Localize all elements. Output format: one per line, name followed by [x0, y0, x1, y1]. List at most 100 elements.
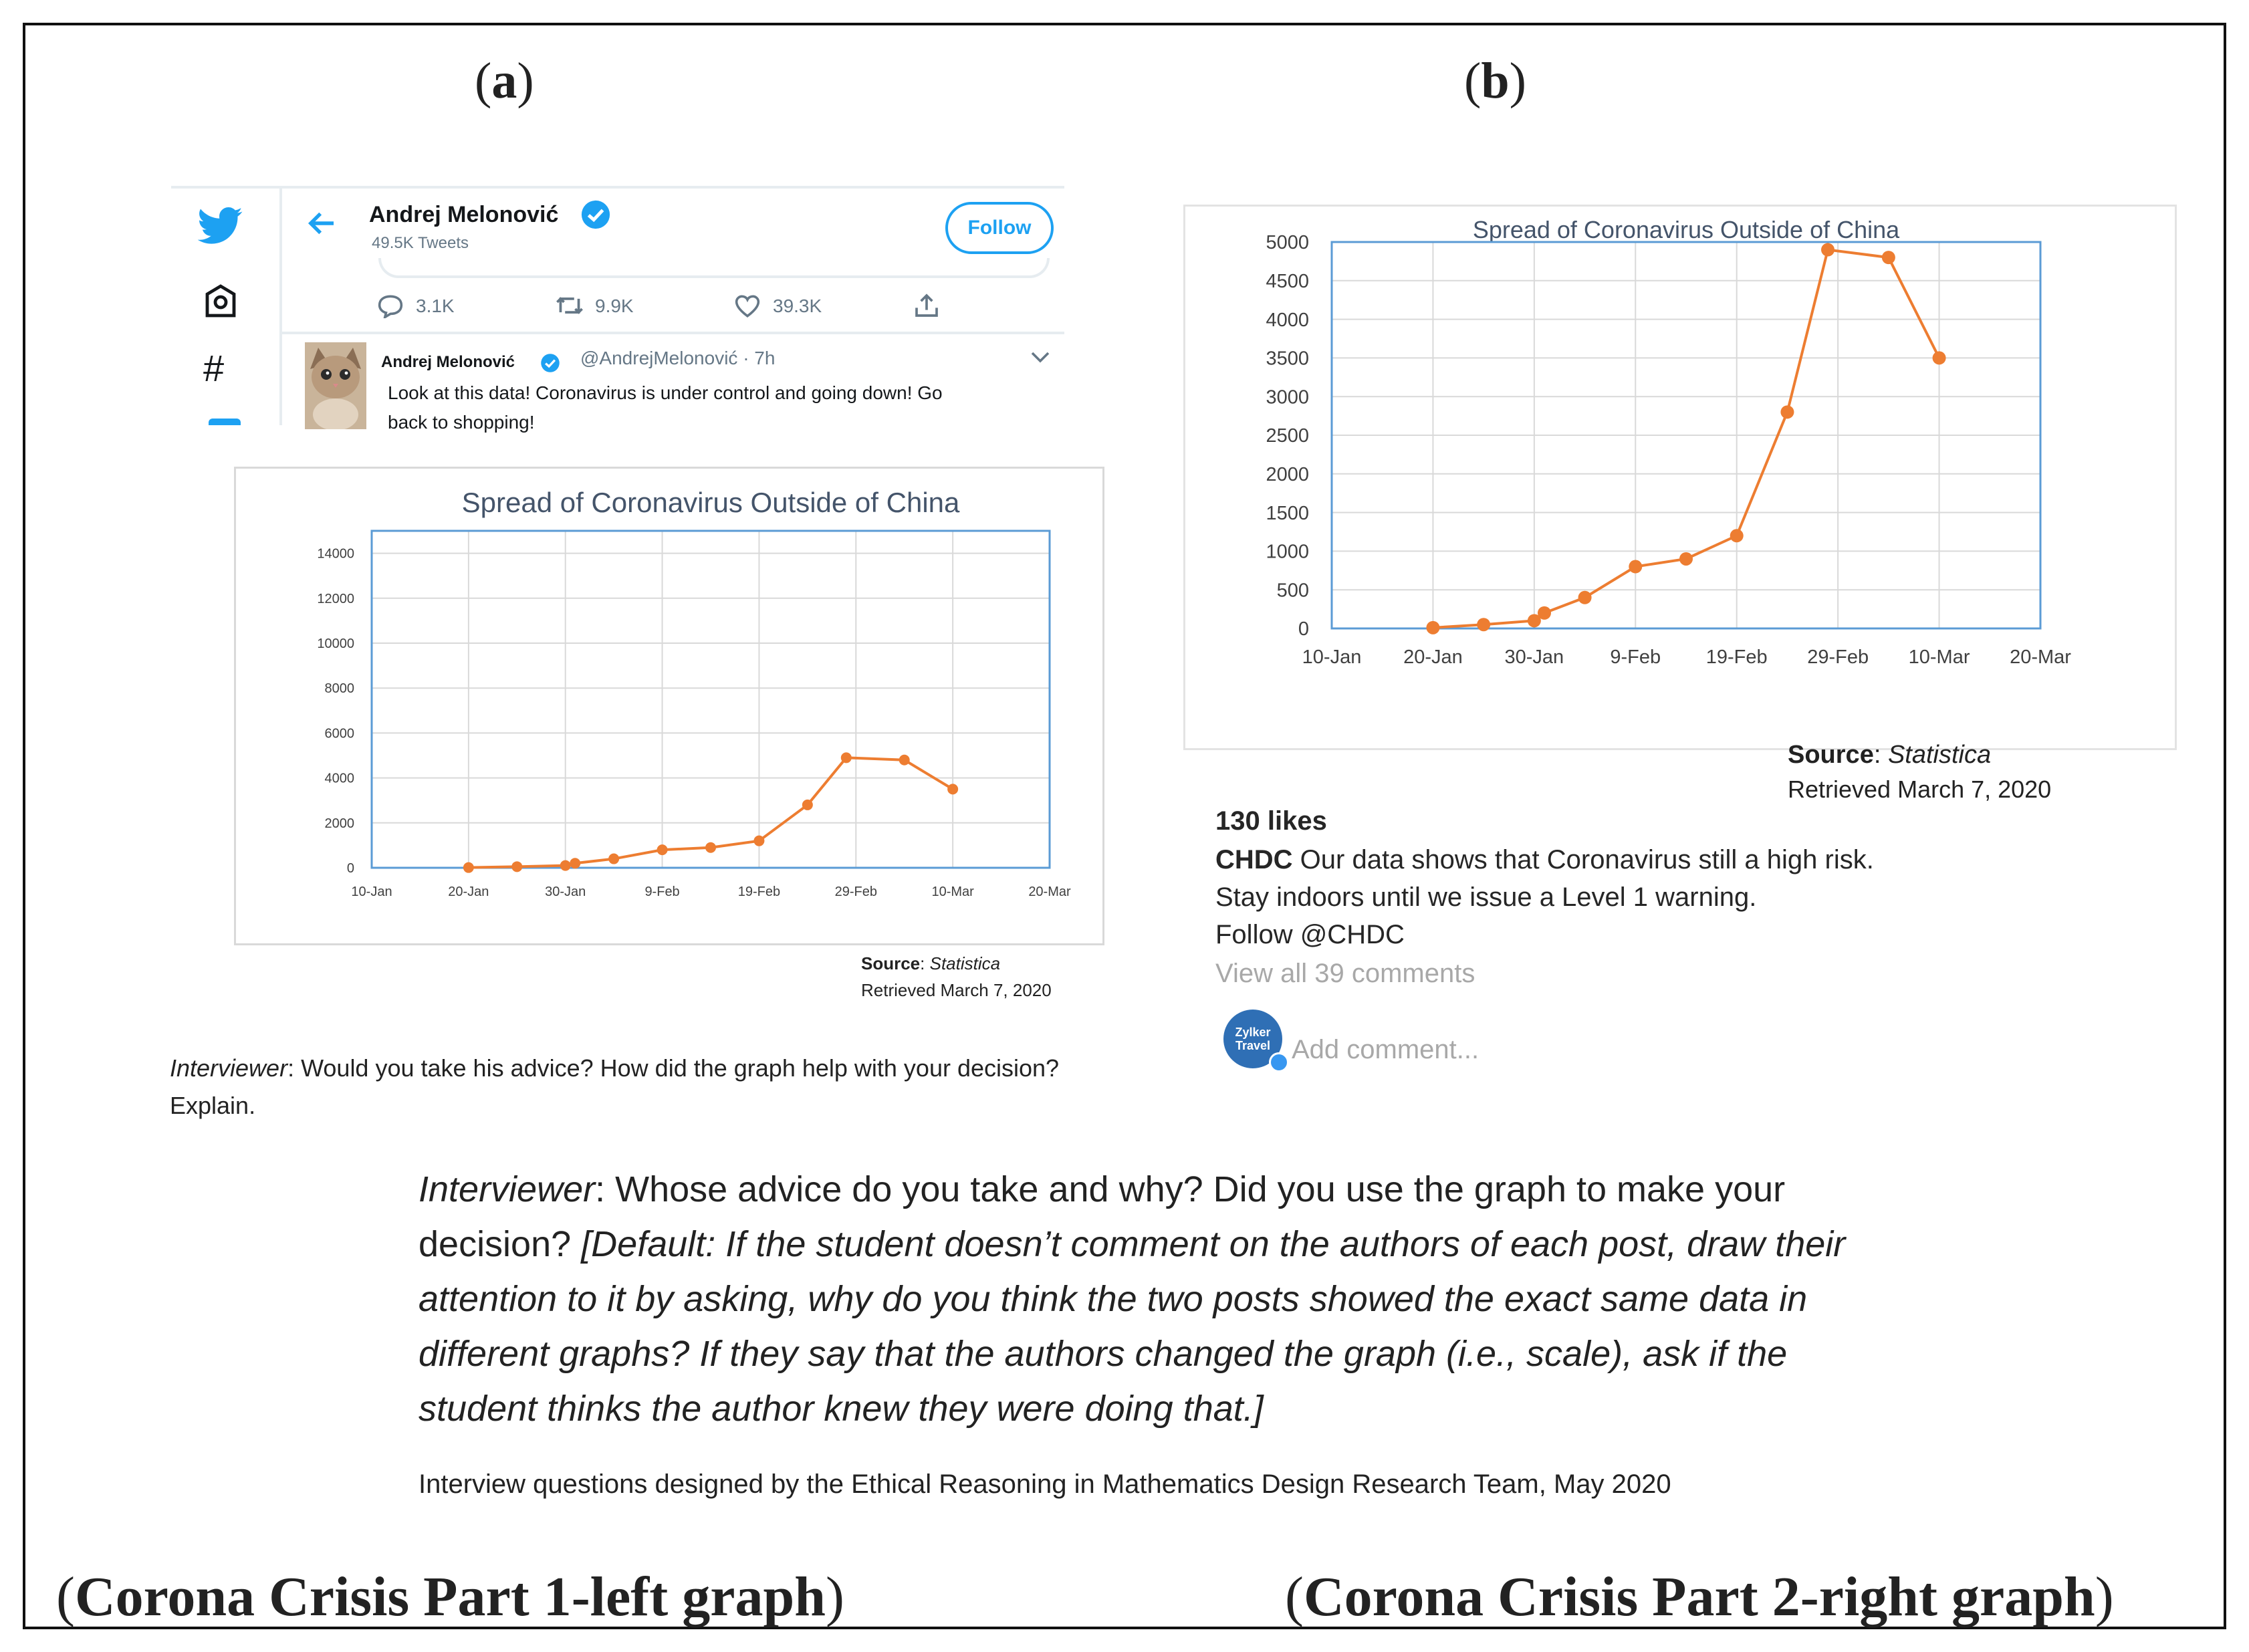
retweet-icon[interactable] [555, 294, 584, 317]
post-caption-line-3: Follow @CHDC [1215, 920, 1405, 949]
home-icon[interactable] [205, 283, 237, 318]
y-tick-label: 500 [1277, 580, 1309, 601]
source-b: Source: Statistica [1788, 741, 1992, 769]
tweet-row-divider [281, 332, 1064, 334]
x-tick-label: 20-Mar [1028, 884, 1071, 899]
y-tick-label: 4000 [1266, 310, 1309, 331]
notifications-icon[interactable] [209, 419, 241, 425]
data-point [899, 754, 910, 765]
question-a: Interviewer: Would you take his advice? … [170, 1054, 1060, 1119]
data-point [753, 835, 765, 846]
data-point [1821, 243, 1834, 257]
x-tick-label: 10-Mar [1909, 646, 1970, 668]
tweet-text-line-2: back to shopping! [388, 412, 535, 433]
chart-title: Spread of Coronavirus Outside of China [462, 487, 960, 518]
data-point [1629, 560, 1643, 574]
caption-right: (Corona Crisis Part 2-right graph) [1285, 1566, 2114, 1628]
x-tick-label: 10-Jan [351, 884, 392, 899]
y-tick-label: 2500 [1266, 425, 1309, 447]
data-point [802, 799, 813, 810]
y-tick-label: 2000 [325, 816, 355, 831]
x-tick-label: 20-Jan [448, 884, 489, 899]
source-a: Source: Statistica [861, 953, 1001, 973]
x-tick-label: 30-Jan [1505, 646, 1564, 668]
data-point [463, 862, 474, 873]
chart-b: Spread of Coronavirus Outside of China 0 5… [1266, 216, 2071, 668]
y-tick-label: 6000 [325, 726, 355, 741]
data-point [1578, 590, 1592, 604]
tweet-header-author[interactable]: Andrej Melonović [369, 202, 559, 227]
cat-avatar[interactable] [305, 342, 366, 429]
data-point [1932, 351, 1946, 365]
verified-badge-small-icon [541, 354, 560, 372]
data-point [947, 784, 959, 795]
data-point [1426, 620, 1440, 634]
quoted-tweet-edge [378, 258, 1050, 278]
y-tick-label: 2000 [1266, 464, 1309, 485]
interview-credit: Interview questions designed by the Ethi… [419, 1469, 1671, 1499]
interview-prompt: Interviewer: Whose advice do you take an… [419, 1169, 1846, 1429]
x-tick-label: 19-Feb [738, 884, 780, 899]
like-heart-icon[interactable] [734, 294, 761, 318]
data-point [1527, 614, 1541, 628]
y-tick-label: 3500 [1266, 348, 1309, 370]
back-arrow-icon[interactable] [306, 211, 337, 235]
share-icon[interactable] [913, 293, 940, 318]
x-tick-label: 10-Mar [931, 884, 974, 899]
post-caption-line-2: Stay indoors until we issue a Level 1 wa… [1215, 882, 1757, 912]
data-point [560, 860, 571, 871]
y-tick-label: 0 [347, 861, 354, 876]
verified-badge-icon [581, 200, 610, 229]
data-point [608, 853, 620, 864]
chart-a: Spread of Coronavirus Outside of China 0 2… [317, 487, 1071, 899]
x-tick-label: 19-Feb [1706, 646, 1768, 668]
data-point [1679, 552, 1693, 566]
twitter-bird-icon[interactable] [198, 207, 243, 245]
likes-count[interactable]: 130 likes [1215, 806, 1327, 836]
series-line [1433, 248, 1941, 629]
y-tick-label: 10000 [317, 636, 354, 651]
data-point [570, 858, 581, 869]
data-point [511, 861, 523, 872]
y-tick-label: 4000 [325, 772, 355, 786]
post-caption: CHDC Our data shows that Coronavirus sti… [1215, 845, 1874, 874]
data-point [1780, 405, 1794, 419]
plot-area-border [370, 529, 1051, 869]
data-point [840, 752, 852, 763]
follow-button[interactable]: Follow [945, 202, 1054, 254]
x-tick-label: 9-Feb [1610, 646, 1661, 668]
add-comment-plus-icon [1269, 1052, 1289, 1072]
reply-icon[interactable] [377, 294, 404, 318]
view-comments-link[interactable]: View all 39 comments [1215, 959, 1475, 988]
series-line [468, 756, 954, 869]
data-point [657, 844, 668, 856]
plot-area-border [1330, 241, 2042, 630]
tweet-text-line-1: Look at this data! Coronavirus is under … [388, 382, 943, 403]
x-tick-label: 9-Feb [644, 884, 679, 899]
tweet-author[interactable]: Andrej Melonović [381, 353, 515, 371]
y-tick-label: 8000 [325, 681, 355, 696]
y-tick-label: 5000 [1266, 232, 1309, 253]
x-tick-label: 29-Feb [835, 884, 877, 899]
x-tick-label: 10-Jan [1302, 646, 1362, 668]
y-tick-label: 14000 [317, 547, 354, 562]
like-count: 39.3K [773, 296, 822, 316]
x-tick-label: 30-Jan [545, 884, 586, 899]
panel-label-b: (b) [1464, 53, 1526, 109]
reply-count: 3.1K [416, 296, 455, 316]
chart-title: Spread of Coronavirus Outside of China [1473, 216, 1900, 243]
tweet-sidebar-divider [279, 187, 282, 425]
y-tick-label: 4500 [1266, 271, 1309, 292]
chart-a-container [234, 467, 1104, 945]
y-tick-label: 0 [1298, 618, 1309, 640]
retrieved-b: Retrieved March 7, 2020 [1788, 776, 2052, 803]
tweet-count: 49.5K Tweets [372, 234, 469, 252]
tweet-handle-time: @AndrejMelonović · 7h [580, 348, 776, 368]
x-tick-label: 20-Mar [2010, 646, 2071, 668]
y-tick-label: 1000 [1266, 542, 1309, 563]
tweet-menu-chevron-down-icon[interactable] [1031, 352, 1050, 364]
data-point [1881, 251, 1895, 265]
explore-hashtag-icon[interactable]: # [203, 347, 225, 389]
add-comment-input[interactable]: Add comment... [1292, 1035, 1479, 1064]
retweet-count: 9.9K [595, 296, 634, 316]
